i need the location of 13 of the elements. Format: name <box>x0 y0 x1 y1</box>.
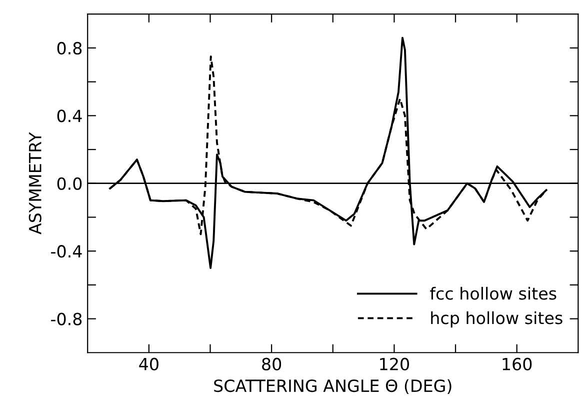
x-tick-label: 160 <box>502 358 532 370</box>
y-axis-title: ASYMMETRY <box>28 132 42 234</box>
y-tick-label: 0.0 <box>57 177 82 190</box>
y-tick-label: 0.4 <box>57 110 82 122</box>
x-axis-title: SCATTERING ANGLE Θ (DEG) <box>214 379 452 394</box>
y-tick-label: -0.8 <box>51 312 82 326</box>
y-tick-label: 0.8 <box>57 42 82 55</box>
x-tick-label: 120 <box>380 358 409 370</box>
y-tick-label: -0.4 <box>51 245 82 258</box>
x-tick-label: 80 <box>262 358 282 370</box>
legend-label: fcc hollow sites <box>430 286 556 300</box>
x-tick-label: 40 <box>139 358 158 370</box>
legend-label: hcp hollow sites <box>431 311 562 328</box>
